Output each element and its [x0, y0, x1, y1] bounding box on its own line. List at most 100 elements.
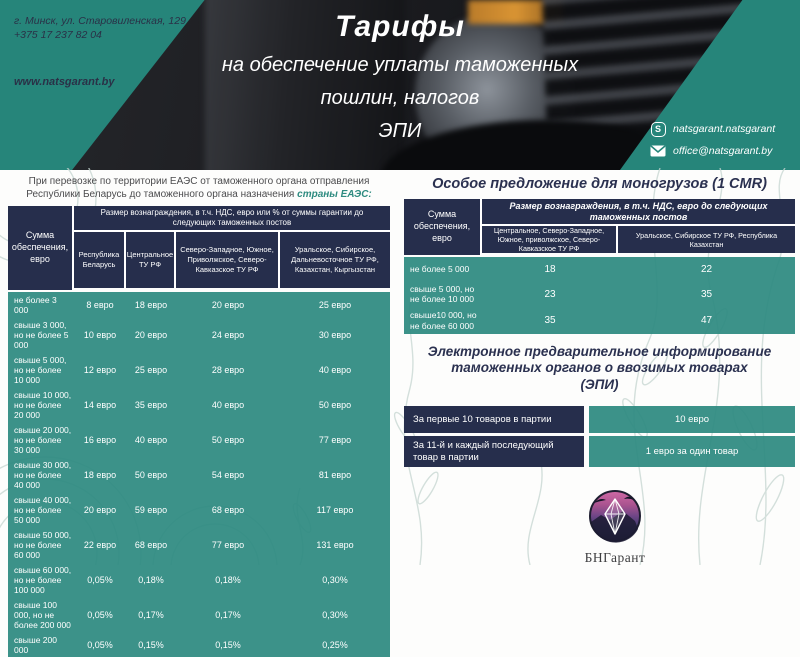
table-row-label: свыше 100 000, но не более 200 000: [14, 599, 71, 630]
table-cell: 12 евро: [83, 364, 117, 375]
email-contact: office@natsgarant.by: [650, 143, 775, 159]
table-cell: 20 евро: [83, 504, 117, 515]
truck-photo-mirror: [205, 0, 405, 170]
page-subtitle-2: пошлин, налогов: [320, 87, 480, 109]
company-logo: БНГарант: [582, 489, 648, 566]
table-cell: 0,05%: [87, 574, 113, 585]
email-icon: [650, 143, 666, 159]
table-cell: 22 евро: [83, 539, 117, 550]
eaes-col-header: Уральское, Сибирское, Дальневосточное ТУ…: [280, 232, 390, 288]
table-row-label: свыше 60 000, но не более 100 000: [14, 564, 72, 595]
table-cell: 24 евро: [211, 329, 245, 340]
epi-title-line: (ЭПИ): [580, 376, 619, 392]
eaes-span-header: Размер вознаграждения, в т.ч. НДС, евро …: [74, 206, 390, 232]
epi-row-value: 10 евро: [589, 406, 795, 434]
phone-number: +375 17 237 82 04: [14, 29, 102, 42]
table-row-label: свыше 40 000, но не более 50 000: [14, 494, 72, 525]
table-cell: 68 евро: [211, 504, 245, 515]
table-cell: 0,25%: [322, 639, 348, 650]
table-cell: 0,18%: [215, 574, 241, 585]
table-cell: 40 евро: [211, 399, 245, 410]
table-cell: 20 евро: [134, 329, 168, 340]
table-row-label: свыше 10 000, но не более 20 000: [14, 389, 72, 420]
table-cell: 16 евро: [83, 434, 117, 445]
eaes-intro-normal: При перевозке по территории ЕАЭС от тамо…: [26, 176, 370, 200]
page-subtitle-1: на обеспечение уплаты таможенных: [221, 54, 579, 76]
epi-row-value: 1 евро за один товар: [589, 436, 795, 467]
table-row-label: свыше 5 000, но не более 10 000: [14, 354, 67, 385]
monocargo-table-header: Сумма обеспечения, евро Размер вознаграж…: [404, 199, 795, 255]
table-cell: 8 евро: [86, 299, 114, 310]
table-cell: 35: [544, 315, 556, 327]
table-cell: 25 евро: [318, 299, 352, 310]
table-row-label: свыше10 000, но не более 60 000: [410, 310, 477, 331]
table-cell: 50 евро: [211, 434, 245, 445]
table-row-label: не более 5 000: [410, 263, 470, 274]
table-cell: 30 евро: [318, 329, 352, 340]
epi-title-line: Электронное предварительное информирован…: [427, 343, 772, 359]
table-cell: 117 евро: [316, 504, 354, 515]
epi-table: За первые 10 товаров в партии 10 евро За…: [404, 406, 795, 467]
table-cell: 77 евро: [318, 434, 352, 445]
table-cell: 54 евро: [211, 469, 245, 480]
right-section: Особое предложение для моногрузов (1 CMR…: [404, 172, 795, 470]
eaes-col-header: Центральное ТУ РФ: [126, 232, 176, 288]
table-row-label: свыше 3 000, но не более 5 000: [14, 319, 69, 350]
table-cell: 50 евро: [134, 469, 168, 480]
table-cell: 77 евро: [211, 539, 245, 550]
table-cell: 18 евро: [134, 299, 168, 310]
monocargo-table-body: не более 5 000 18 22 свыше 5 000, но не …: [404, 257, 795, 334]
company-address: г. Минск, ул. Старовиленская, 129 +375 1…: [14, 14, 186, 42]
monocargo-col-header: Уральское, Сибирское ТУ РФ, Республика К…: [618, 226, 795, 253]
table-cell: 20 евро: [211, 299, 245, 310]
page-subtitle-3: ЭПИ: [378, 120, 422, 142]
monocargo-span-header: Размер вознаграждения, в т.ч. НДС, евро …: [482, 199, 795, 226]
table-cell: 35: [700, 288, 713, 300]
logo-emblem: [589, 490, 641, 543]
eaes-intro-text: При перевозке по территории ЕАЭС от тамо…: [8, 175, 390, 201]
skype-handle: natsgarant.natsgarant: [673, 123, 776, 135]
epi-row-label: За 11-й и каждый последующий товар в пар…: [404, 436, 584, 467]
table-row-label: свыше 30 000, но не более 40 000: [14, 459, 72, 490]
monocargo-title: Особое предложение для моногрузов (1 CMR…: [432, 176, 767, 192]
table-cell: 14 евро: [83, 399, 117, 410]
table-cell: 59 евро: [134, 504, 168, 515]
eaes-corner-header: Сумма обеспечения, евро: [8, 206, 74, 290]
table-cell: 0,05%: [87, 609, 113, 620]
table-cell: 0,30%: [322, 609, 348, 620]
epi-title-line: таможенных органов о ввозимых товарах: [451, 360, 748, 376]
table-cell: 0,17%: [215, 609, 241, 620]
table-cell: 81 евро: [318, 469, 352, 480]
monocargo-corner-header: Сумма обеспечения, евро: [404, 199, 482, 255]
address-line: г. Минск, ул. Старовиленская, 129: [14, 15, 186, 27]
page-title-block: Тарифы на обеспечение уплаты таможенных …: [0, 10, 800, 143]
table-cell: 0,15%: [138, 639, 164, 650]
table-row-label: свыше 5 000, но не более 10 000: [410, 284, 475, 305]
skype-icon: S: [650, 121, 666, 137]
table-row-label: свыше 50 000, но не более 60 000: [14, 529, 72, 560]
table-cell: 0,18%: [138, 574, 164, 585]
skype-contact: S natsgarant.natsgarant: [650, 121, 775, 137]
table-cell: 47: [700, 315, 713, 327]
table-cell: 0,30%: [322, 574, 348, 585]
table-cell: 22: [700, 263, 713, 275]
table-cell: 35 евро: [134, 399, 168, 410]
table-cell: 68 евро: [134, 539, 168, 550]
table-cell: 18: [544, 263, 556, 275]
table-cell: 40 евро: [134, 434, 168, 445]
table-row: За 11-й и каждый последующий товар в пар…: [404, 436, 795, 467]
epi-title: Электронное предварительное информирован…: [404, 344, 795, 393]
table-cell: 131 евро: [316, 539, 354, 550]
table-cell: 0,17%: [138, 609, 164, 620]
table-row-label: не более 3 000: [14, 294, 57, 315]
logo-text: БНГарант: [584, 550, 646, 565]
table-cell: 10 евро: [83, 329, 117, 340]
table-cell: 0,05%: [87, 639, 113, 650]
hero-banner: Тарифы на обеспечение уплаты таможенных …: [0, 0, 800, 170]
email-address: office@natsgarant.by: [673, 145, 773, 157]
eaes-col-header: Северо-Западное, Южное, Приволжское, Сев…: [176, 232, 280, 288]
eaes-col-header: Республика Беларусь: [74, 232, 126, 288]
table-cell: 40 евро: [318, 364, 352, 375]
eaes-table-body: не более 3 000 8 евро 18 евро 20 евро 25…: [8, 292, 390, 657]
table-row: За первые 10 товаров в партии 10 евро: [404, 406, 795, 434]
